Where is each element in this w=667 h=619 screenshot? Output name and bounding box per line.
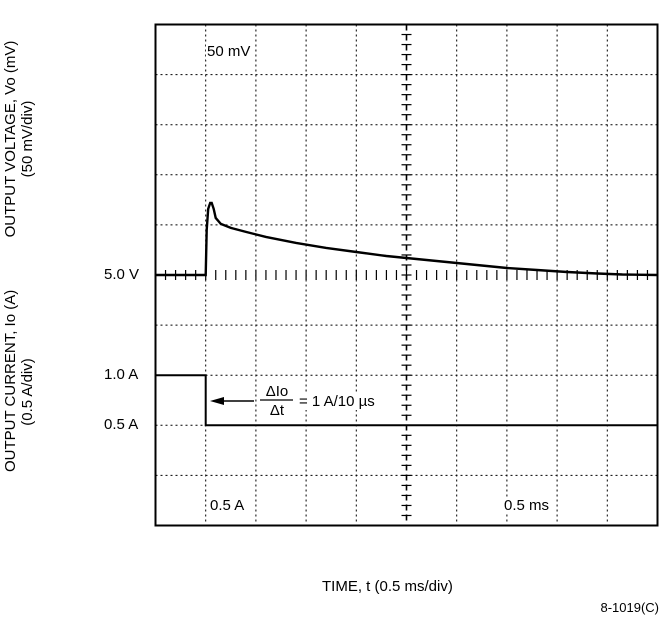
current-trace	[155, 374, 658, 427]
voltage-scale-label: 50 mV	[206, 43, 252, 60]
voltage-reference-label: 5.0 V	[104, 266, 140, 283]
annotation-numerator: ΔIo	[265, 383, 289, 400]
annotation-denominator: Δt	[269, 402, 285, 419]
current-level-label-high: 1.0 A	[104, 366, 139, 383]
time-scale-label: 0.5 ms	[503, 497, 551, 514]
voltage-axis-title-line1: OUTPUT VOLTAGE, Vo (mV)	[2, 40, 19, 238]
current-axis-title-line1: OUTPUT CURRENT, Io (A)	[2, 289, 19, 472]
current-scale-label: 0.5 A	[209, 497, 246, 514]
current-axis-title-line2: (0.5 A/div)	[19, 358, 36, 426]
current-level-label-low: 0.5 A	[104, 416, 139, 433]
current-axis-title: OUTPUT CURRENT, Io (A) (0.5 A/div)	[2, 289, 36, 472]
annotation-equals-text: = 1 A/10 µs	[297, 393, 377, 410]
figure-id: 8-1019(C)	[600, 600, 659, 615]
time-axis-title: TIME, t (0.5 ms/div)	[322, 578, 453, 595]
center-axis-ticks	[164, 24, 659, 527]
annotation-arrow	[210, 397, 293, 405]
voltage-axis-title-line2: (50 mV/div)	[19, 100, 36, 178]
voltage-trace	[155, 201, 658, 277]
voltage-axis-title: OUTPUT VOLTAGE, Vo (mV) (50 mV/div)	[2, 39, 36, 239]
